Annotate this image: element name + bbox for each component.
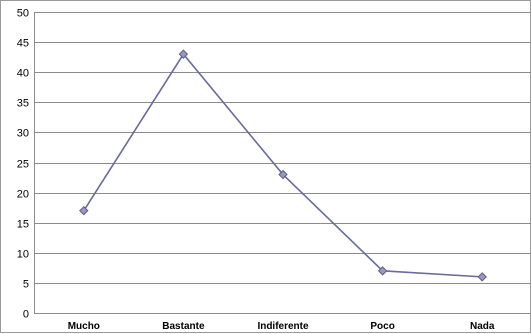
- y-tick-label: 25: [17, 159, 29, 171]
- y-axis-ticks: 0 5 10 15 20 25 30 35 40 45 50: [17, 8, 29, 321]
- x-axis-categories: Mucho Bastante Indiferente Poco Nada: [68, 321, 495, 332]
- x-category-label: Nada: [470, 321, 495, 332]
- data-point-marker: [178, 49, 189, 59]
- data-point-marker: [278, 169, 288, 180]
- y-tick-label: 5: [23, 279, 29, 291]
- x-category-label: Mucho: [68, 321, 100, 332]
- series-line: [83, 52, 483, 278]
- series: [79, 49, 487, 282]
- y-tick-label: 50: [17, 8, 29, 20]
- y-tick-label: 20: [17, 189, 29, 201]
- y-tick-label: 35: [17, 98, 29, 110]
- gridlines: [34, 12, 531, 314]
- y-tick-label: 10: [17, 249, 29, 261]
- x-category-label: Bastante: [162, 321, 205, 332]
- data-point-marker: [377, 266, 388, 276]
- y-tick-label: 30: [17, 128, 29, 140]
- y-tick-label: 45: [17, 38, 29, 50]
- x-category-label: Indiferente: [257, 321, 309, 332]
- x-category-label: Poco: [370, 321, 394, 332]
- data-point-marker: [477, 272, 487, 282]
- y-tick-label: 0: [23, 309, 29, 321]
- y-tick-label: 40: [17, 68, 29, 80]
- data-point-marker: [79, 205, 89, 216]
- y-tick-label: 15: [17, 219, 29, 231]
